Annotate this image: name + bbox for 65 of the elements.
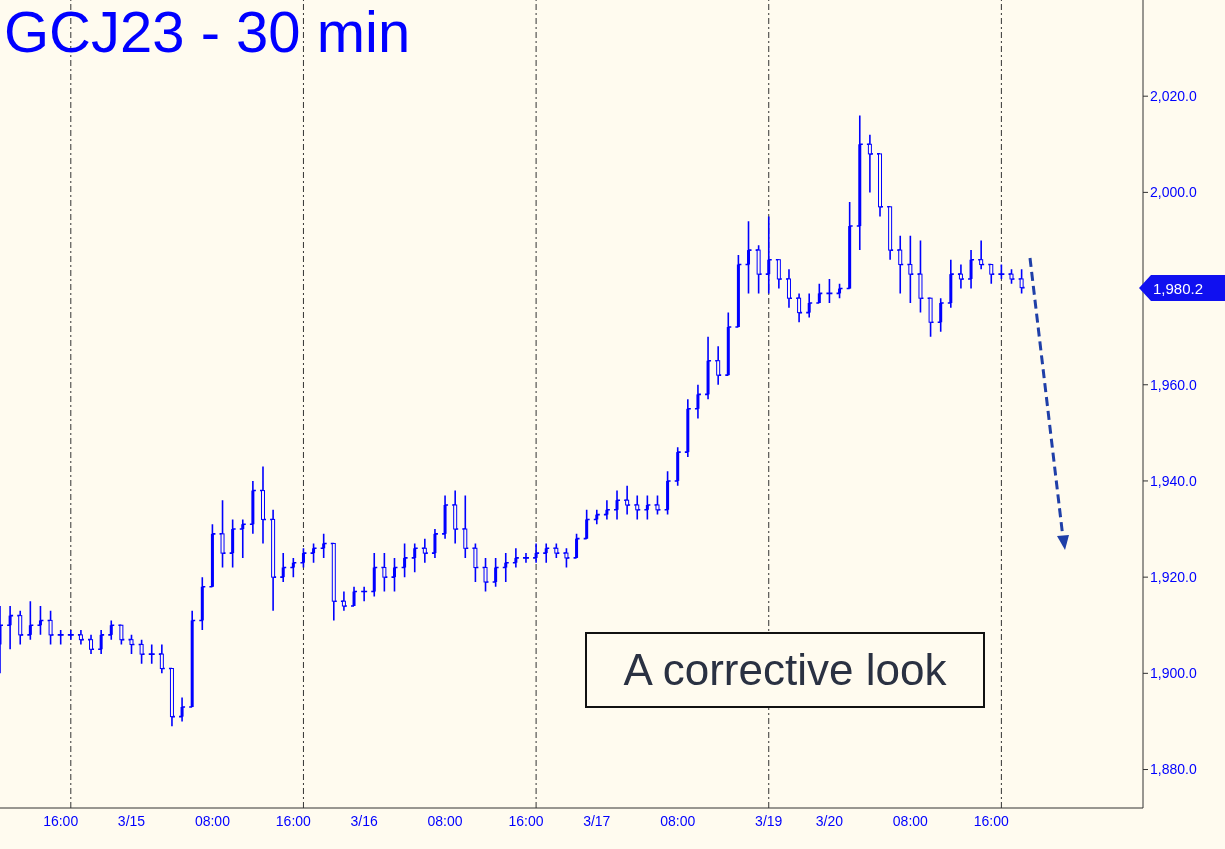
annotation: A corrective look [585,632,985,708]
candlestick [908,234,913,304]
candlestick [1019,268,1024,295]
candlestick [119,624,124,646]
x-tick-label: 3/19 [755,812,783,829]
y-tick-label: 2,020.0 [1150,88,1197,105]
candlestick [453,489,458,545]
candlestick [756,244,761,295]
candlestick [422,537,427,564]
candlestick [341,590,346,612]
candlestick [139,638,144,665]
candlestick [797,292,802,324]
x-tick-label: 16:00 [508,812,544,829]
candlestick [898,234,903,295]
candlestick [979,239,984,271]
y-tick-label: 1,940.0 [1150,472,1197,489]
candlestick [918,239,923,314]
chart-title: GCJ23 - 30 min [4,0,411,66]
candlestick [1009,268,1014,285]
candlestick [989,263,994,285]
candlestick [554,542,559,559]
x-tick-label: 16:00 [43,812,79,829]
candlestick [958,263,963,290]
candlestick [220,499,225,569]
candlestick [867,133,872,194]
y-tick-label: 1,920.0 [1150,569,1197,586]
x-tick-label: 08:00 [892,812,929,829]
x-tick-label: 16:00 [973,812,1009,829]
candlestick [625,484,630,516]
x-tick-label: 16:00 [275,812,312,829]
candlestick [169,667,174,728]
candlestick [564,547,569,569]
y-tick-label: 1,900.0 [1150,665,1197,682]
candlestick [159,643,164,675]
candlestick [655,494,660,516]
x-tick-label: 08:00 [194,812,231,829]
candlestick [48,610,53,646]
candlestick [78,629,83,646]
x-tick-label: 08:00 [660,812,696,829]
candlestick [786,268,791,309]
candlestick [888,206,893,261]
candlestick [463,494,468,559]
y-tick-label: 2,000.0 [1150,184,1197,201]
x-tick-label: 3/17 [583,812,611,829]
candlestick [260,465,265,545]
x-tick-label: 3/15 [117,812,146,829]
candlestick [473,542,478,583]
candlestick [928,297,933,338]
candlestick [483,557,488,593]
candlestick [89,634,94,655]
y-tick-label: 1,880.0 [1150,761,1197,778]
text: 1,980.2 [1153,279,1204,297]
candlestick [635,494,640,521]
candlestick [716,345,721,386]
candlestick [129,634,134,655]
candlestick [382,552,387,593]
candlestick [18,610,23,646]
y-tick-label: 1,960.0 [1150,376,1197,393]
candlestick [331,542,336,622]
x-tick-label: 3/20 [815,812,844,829]
x-tick-label: 3/16 [350,812,378,829]
candlestick [776,258,781,290]
candlestick [878,153,883,218]
candlestick [271,509,276,612]
x-tick-label: 08:00 [427,812,463,829]
